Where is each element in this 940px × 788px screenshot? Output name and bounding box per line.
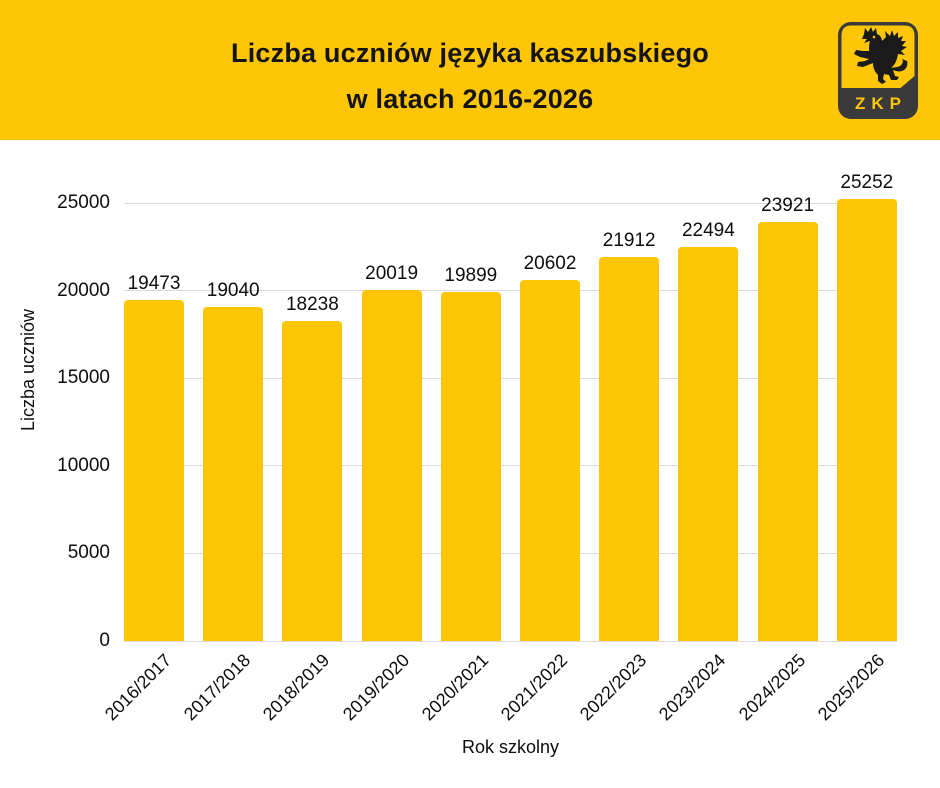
bar (440, 292, 501, 641)
x-tick-label: 2016/2017 (100, 650, 176, 725)
gridline (124, 377, 897, 379)
bar-value-label: 21912 (602, 230, 656, 251)
y-tick-label: 10000 (57, 454, 110, 476)
bar-value-label: 18238 (285, 294, 339, 315)
x-tick-label: 2018/2019 (259, 650, 334, 725)
bar-value-label: 23921 (761, 195, 815, 216)
griffin-icon (854, 27, 908, 84)
y-tick-label: 15000 (57, 367, 110, 389)
x-axis-title: Rok szkolny (461, 737, 560, 757)
gridline (124, 552, 897, 554)
y-tick-label: 20000 (57, 279, 110, 301)
bar-value-label: 22494 (681, 220, 735, 241)
x-tick-label: 2022/2023 (576, 650, 651, 725)
gridline (124, 290, 897, 292)
x-tick-label: 2017/2018 (180, 650, 255, 725)
gridline (124, 202, 897, 204)
header: Liczba uczniów języka kaszubskiego w lat… (0, 0, 940, 140)
y-tick-label: 25000 (57, 192, 110, 213)
bar (124, 300, 184, 641)
logo-zkp-label: ZKP (855, 94, 907, 113)
bar (836, 199, 897, 641)
bar-value-label: 19899 (444, 265, 498, 286)
bar-value-label: 25252 (840, 172, 894, 193)
bar (361, 290, 422, 641)
griffin-eye (872, 35, 876, 39)
bar-value-label: 20019 (365, 263, 419, 284)
y-tick-label: 0 (99, 630, 110, 651)
x-tick-label: 2024/2025 (734, 650, 809, 725)
title-line-1: Liczba uczniów języka kaszubskiego (231, 38, 709, 68)
bar-value-label: 20602 (523, 253, 577, 274)
bar-value-label: 19473 (127, 273, 181, 294)
x-tick-label: 2019/2020 (338, 650, 413, 725)
x-tick-label: 2021/2022 (496, 650, 572, 725)
bar (203, 307, 264, 641)
zkp-logo: ZKP (838, 22, 918, 119)
bar (599, 257, 660, 641)
gridline (124, 640, 897, 642)
x-tick-label: 2023/2024 (655, 650, 730, 725)
x-tick-label: 2025/2026 (813, 650, 888, 725)
bar (282, 321, 343, 641)
gridline (124, 465, 897, 467)
x-tick-label: 2020/2021 (417, 650, 492, 725)
bar (678, 247, 739, 641)
y-tick-label: 5000 (67, 542, 110, 564)
bar (757, 222, 818, 641)
bar-value-label: 19040 (206, 280, 260, 301)
title-line-2: w latach 2016-2026 (346, 84, 594, 114)
page-title: Liczba uczniów języka kaszubskiego w lat… (0, 30, 940, 122)
bar (520, 280, 580, 641)
